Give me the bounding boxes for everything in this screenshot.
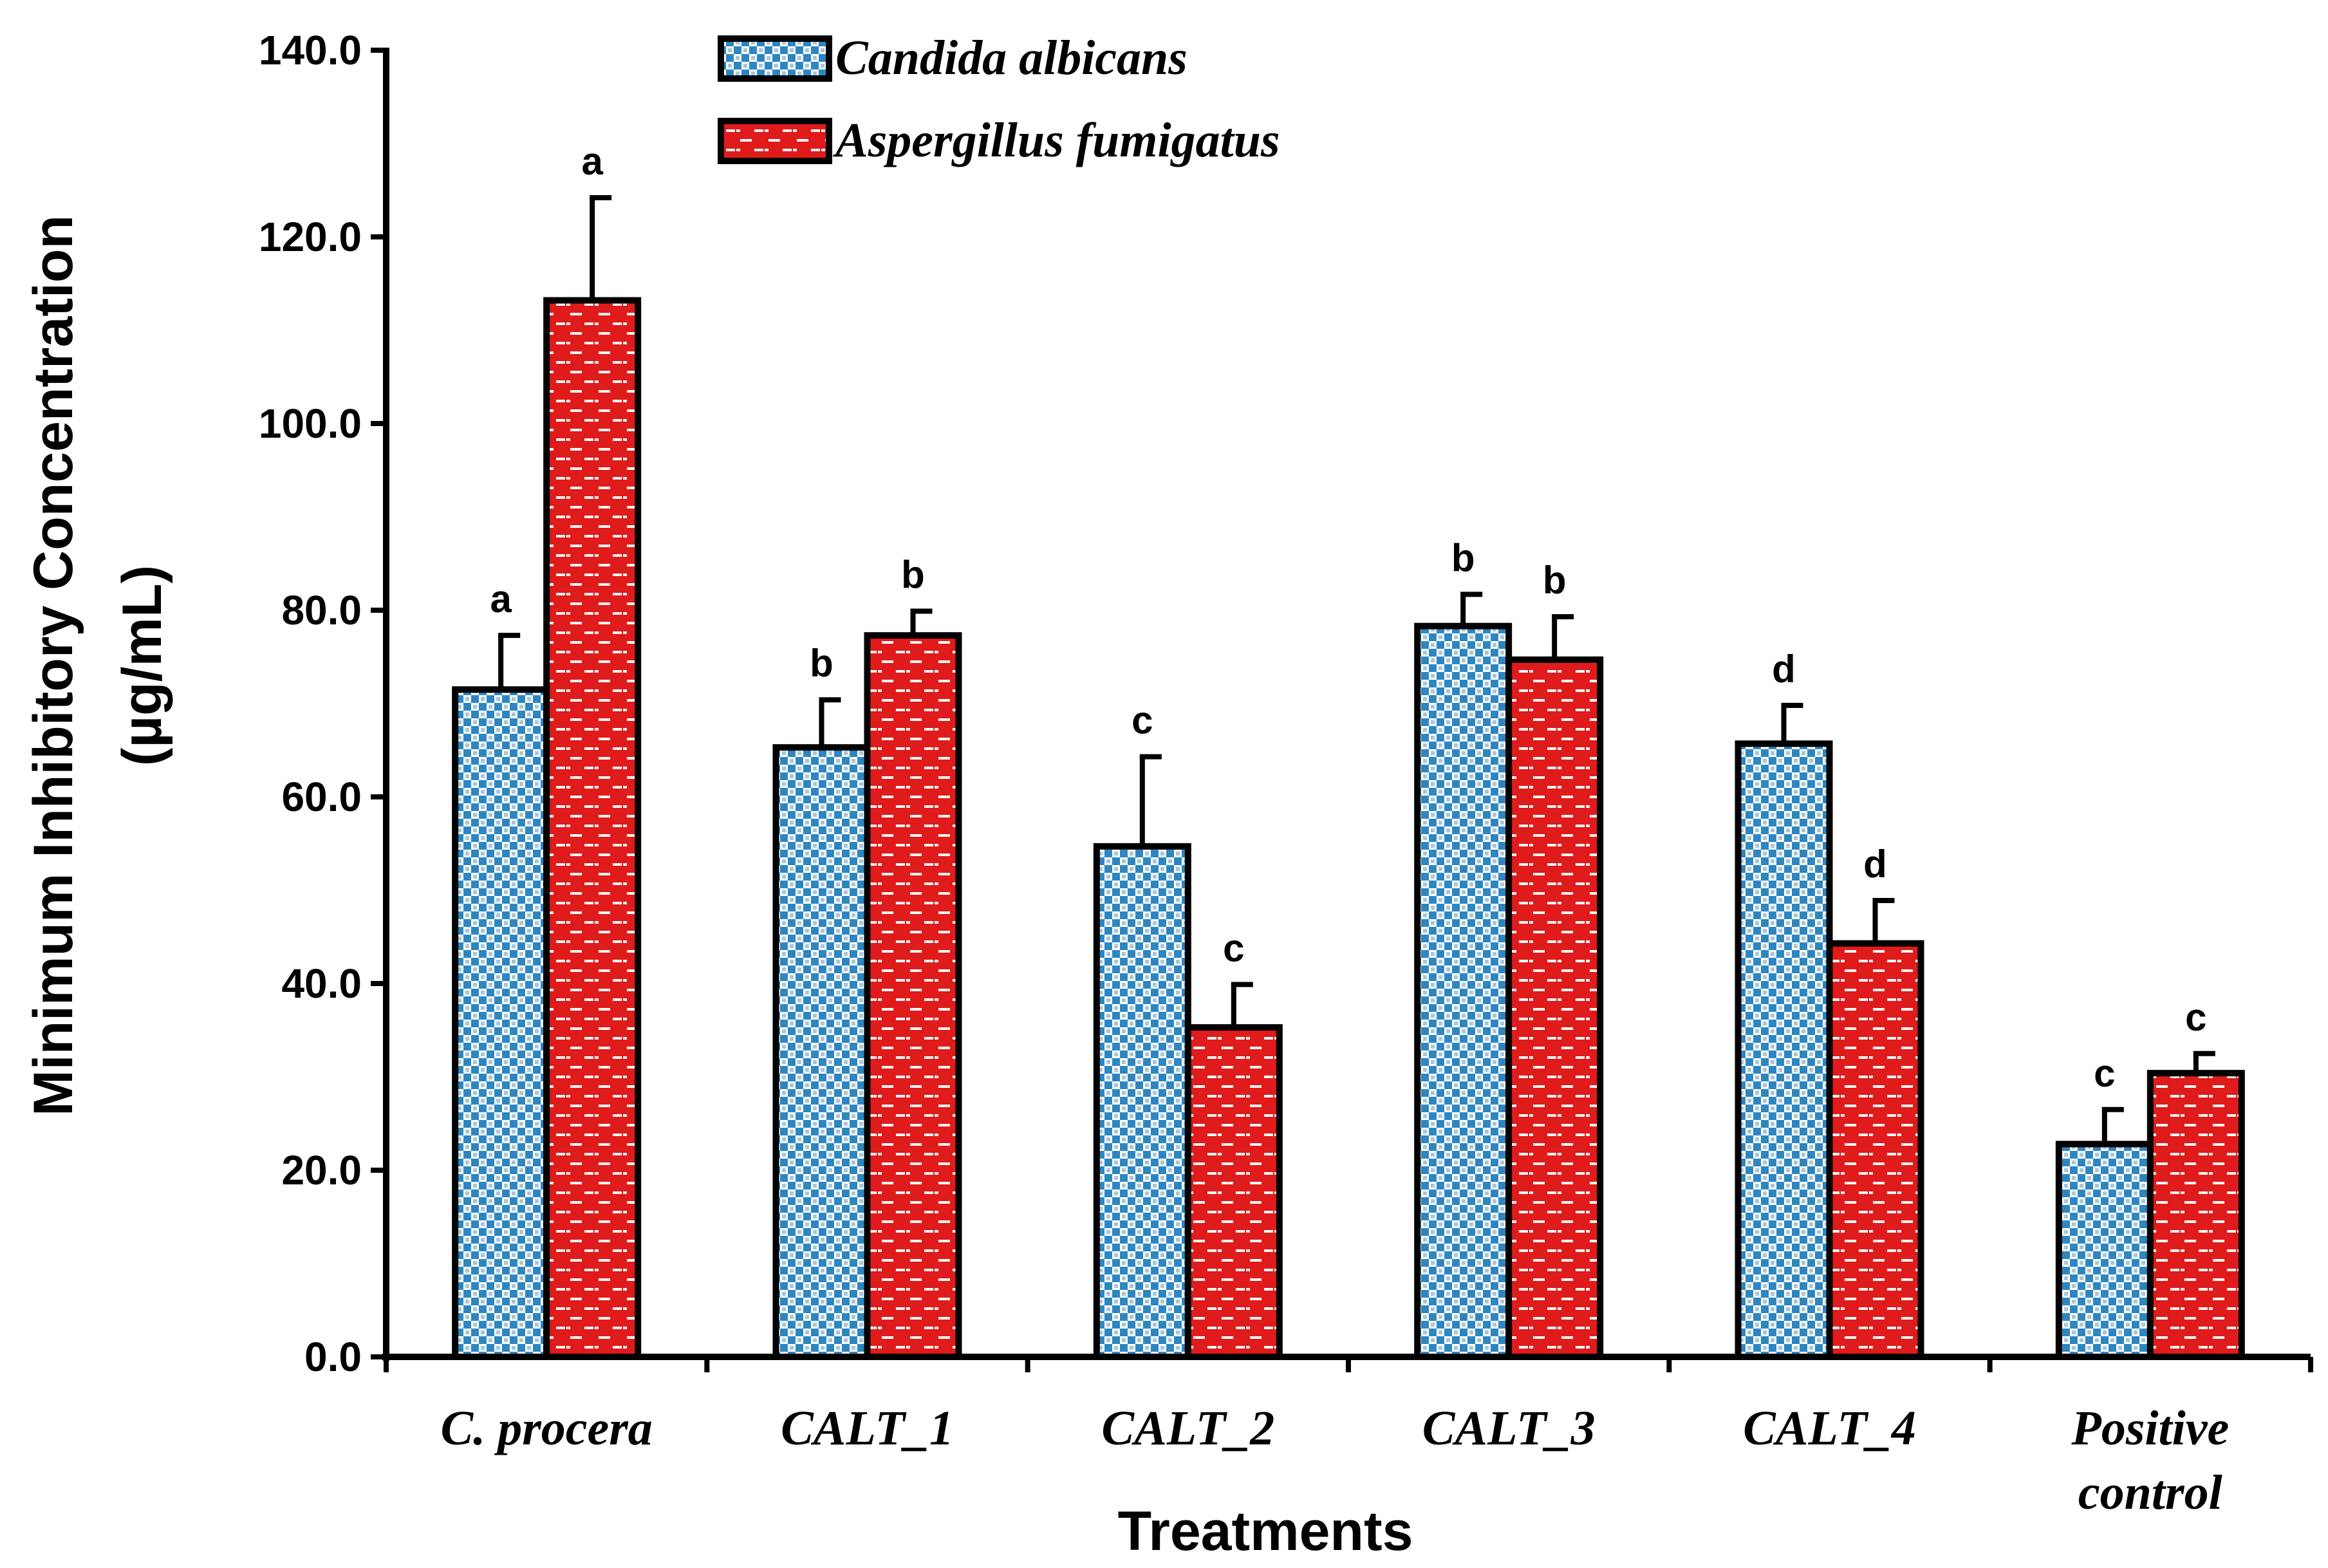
- y-tick-label-7: 140.0: [259, 27, 362, 73]
- x-tick-label-0: C. procera: [441, 1401, 653, 1455]
- bar-candida-albicans-3: [1414, 622, 1513, 1360]
- sig-letter-candida-albicans-0: a: [490, 577, 512, 621]
- y-tick-label-4: 80.0: [281, 587, 362, 633]
- y-tick-label-2: 40.0: [281, 960, 362, 1007]
- y-tick-label-0: 0.0: [304, 1334, 362, 1380]
- sig-letter-aspergillus-fumigatus-1: b: [901, 553, 925, 596]
- sig-letter-candida-albicans-1: b: [810, 642, 833, 685]
- y-tick-label-5: 100.0: [259, 400, 362, 447]
- legend-swatch-aspergillus-fumigatus: [718, 118, 832, 164]
- legend: Candida albicans Aspergillus fumigatus: [718, 31, 1280, 167]
- sig-letter-aspergillus-fumigatus-0: a: [581, 140, 603, 183]
- x-tick-label-5-line0: Positive: [2071, 1401, 2229, 1455]
- y-tick-label-6: 120.0: [259, 214, 362, 260]
- bar-candida-albicans-5: [2055, 1141, 2154, 1361]
- bar-aspergillus-fumigatus-3: [1505, 656, 1604, 1360]
- y-tick-label-1: 20.0: [281, 1147, 362, 1193]
- x-tick-label-3: CALT_3: [1422, 1401, 1596, 1455]
- sig-letter-candida-albicans-5: c: [2094, 1052, 2115, 1095]
- y-axis-title-line2: (µg/mL): [111, 565, 173, 766]
- sig-letter-aspergillus-fumigatus-5: c: [2185, 996, 2206, 1039]
- sig-letter-aspergillus-fumigatus-3: b: [1543, 559, 1567, 602]
- bar-aspergillus-fumigatus-2: [1184, 1024, 1283, 1361]
- y-axis-title: Minimum Inhibitory Concentration (µg/mL): [23, 215, 173, 1116]
- x-tick-label-2: CALT_2: [1101, 1401, 1274, 1455]
- bar-candida-albicans-4: [1735, 740, 1833, 1360]
- sig-letter-candida-albicans-4: d: [1772, 648, 1796, 691]
- legend-swatch-candida-albicans: [718, 35, 832, 82]
- x-axis-title: Treatments: [1118, 1500, 1413, 1562]
- bar-aspergillus-fumigatus-4: [1826, 940, 1924, 1360]
- x-tick-label-1: CALT_1: [781, 1401, 954, 1455]
- sig-letter-candida-albicans-3: b: [1451, 536, 1475, 579]
- x-tick-label-4: CALT_4: [1743, 1401, 1916, 1455]
- bar-aspergillus-fumigatus-5: [2146, 1070, 2245, 1360]
- bar-candida-albicans-0: [452, 686, 550, 1360]
- y-axis-title-line1: Minimum Inhibitory Concentration: [23, 215, 84, 1116]
- legend-label-aspergillus-fumigatus: Aspergillus fumigatus: [833, 113, 1280, 167]
- bar-aspergillus-fumigatus-1: [864, 632, 962, 1360]
- bar-candida-albicans-1: [772, 744, 871, 1360]
- legend-label-candida-albicans: Candida albicans: [835, 31, 1187, 85]
- x-tick-label-5-line1: control: [2078, 1466, 2222, 1520]
- y-tick-label-3: 60.0: [281, 774, 362, 820]
- sig-letter-aspergillus-fumigatus-4: d: [1863, 843, 1887, 886]
- sig-letter-aspergillus-fumigatus-2: c: [1223, 926, 1244, 969]
- bar-candida-albicans-2: [1093, 843, 1191, 1360]
- bar-aspergillus-fumigatus-0: [543, 297, 642, 1361]
- sig-letter-candida-albicans-2: c: [1131, 699, 1153, 742]
